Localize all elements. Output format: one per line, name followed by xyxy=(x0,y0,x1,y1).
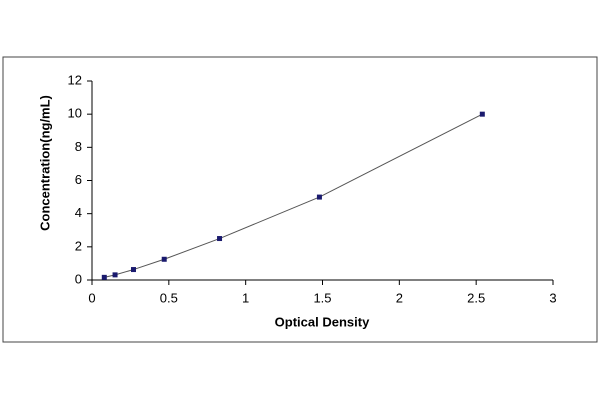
data-point xyxy=(161,256,167,262)
y-tick-label: 6 xyxy=(75,172,82,187)
x-tick-label: 2 xyxy=(396,290,403,305)
chart-frame xyxy=(2,56,598,343)
data-point xyxy=(316,194,322,200)
data-point xyxy=(130,267,136,273)
x-tick-label: 1 xyxy=(242,290,249,305)
x-tick-label: 2.5 xyxy=(467,290,485,305)
x-tick-label: 1.5 xyxy=(313,290,331,305)
fit-line xyxy=(104,113,483,278)
y-tick-label: 12 xyxy=(68,72,82,87)
data-point xyxy=(217,236,223,242)
y-axis-title: Concentration(ng/mL) xyxy=(37,95,52,231)
x-axis-title: Optical Density xyxy=(275,314,370,329)
y-tick-label: 4 xyxy=(75,205,82,220)
y-tick-label: 10 xyxy=(68,106,82,121)
y-tick-label: 8 xyxy=(75,139,82,154)
y-tick-label: 0 xyxy=(75,271,82,286)
data-point xyxy=(479,111,485,117)
x-tick-label: 0 xyxy=(88,290,95,305)
x-tick-label: 0.5 xyxy=(160,290,178,305)
data-point xyxy=(101,274,107,280)
y-tick-label: 2 xyxy=(75,238,82,253)
data-point xyxy=(112,272,118,278)
x-tick-label: 3 xyxy=(549,290,556,305)
